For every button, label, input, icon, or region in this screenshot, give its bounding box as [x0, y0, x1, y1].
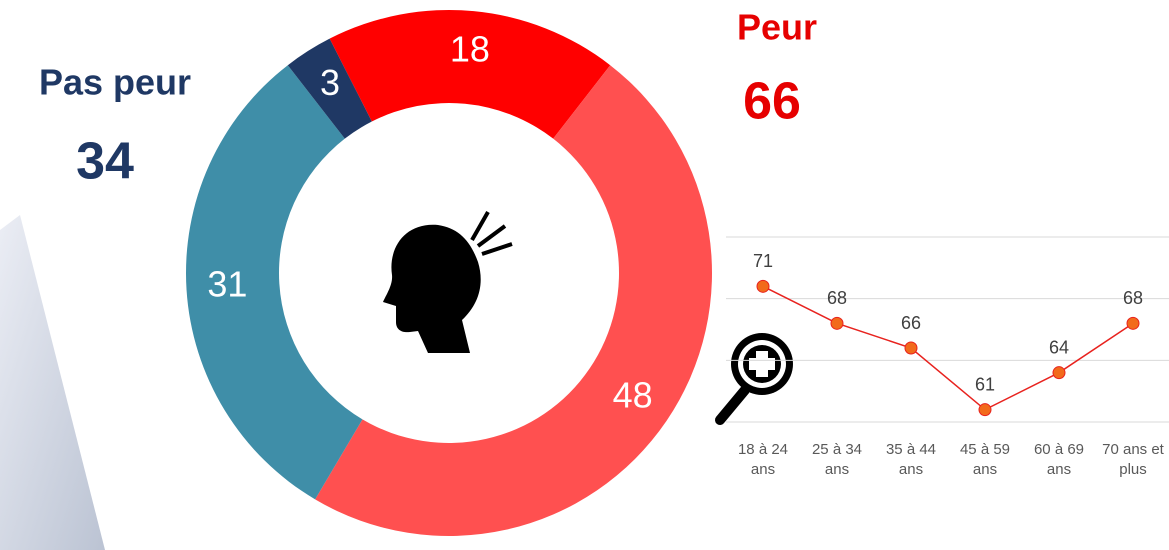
donut-segment	[329, 9, 611, 139]
line-chart: 71 68 66 61 64 68	[726, 236, 1169, 423]
head-icon	[383, 224, 481, 353]
data-label: 64	[1049, 337, 1069, 357]
data-label: 61	[975, 374, 995, 394]
decoration	[0, 215, 105, 550]
data-label: 31	[207, 263, 247, 304]
data-label: 48	[613, 374, 653, 415]
point	[978, 403, 992, 417]
line	[762, 285, 1134, 411]
group-label: Pas peur	[39, 62, 191, 103]
data-label: 68	[1123, 288, 1143, 308]
data-label: 71	[753, 251, 773, 271]
spark-icon	[470, 211, 513, 256]
data-label: 18	[450, 29, 490, 70]
group-value: 34	[76, 133, 134, 191]
x-tick-label: 70 ans et plus	[1102, 441, 1164, 478]
point	[904, 341, 918, 355]
x-tick-label: 60 à 69 ans	[1033, 441, 1085, 478]
point	[1052, 366, 1066, 380]
data-label: 68	[827, 288, 847, 308]
group-label: Peur	[737, 7, 817, 48]
data-label: 3	[320, 62, 340, 103]
group-value: 66	[743, 73, 801, 131]
point	[830, 316, 844, 330]
data-label: 66	[901, 313, 921, 333]
point	[1126, 316, 1140, 330]
donut-segment	[287, 38, 372, 139]
x-tick-label: 45 à 59 ans	[959, 441, 1011, 478]
donut: 18 48 31 3	[185, 9, 713, 537]
point	[756, 279, 770, 293]
x-tick-label: 25 à 34 ans	[811, 441, 863, 478]
x-tick-label: 35 à 44 ans	[885, 441, 937, 478]
donut-segment	[315, 65, 713, 537]
zoom-icon	[715, 333, 793, 425]
x-tick-label: 18 à 24 ans	[737, 441, 789, 478]
donut-segment	[185, 65, 363, 500]
